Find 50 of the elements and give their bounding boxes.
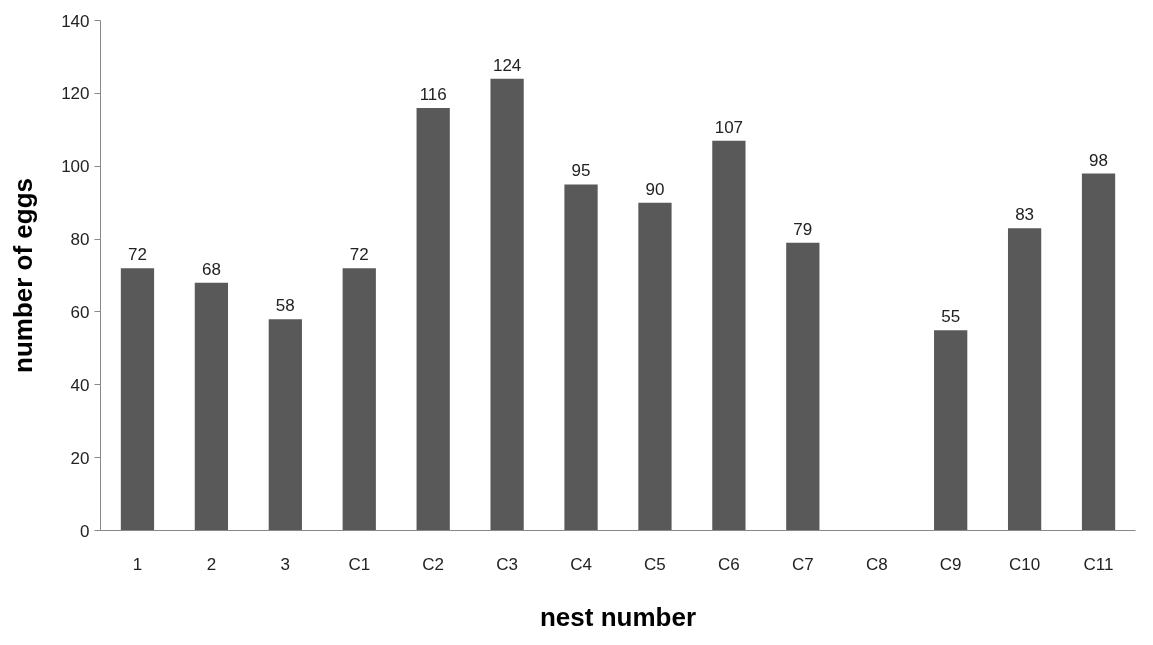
x-tick-label: C4 xyxy=(570,554,592,574)
y-tick-label: 40 xyxy=(70,375,90,395)
x-tick-label: C3 xyxy=(496,554,518,574)
data-label: 72 xyxy=(128,245,147,265)
y-tick-label: 60 xyxy=(70,302,90,322)
data-label: 116 xyxy=(419,84,447,104)
x-tick-label: C7 xyxy=(791,554,814,574)
x-tick-label: 1 xyxy=(132,554,143,574)
x-tick-label: C11 xyxy=(1083,554,1114,574)
bar xyxy=(786,242,820,531)
data-label: 58 xyxy=(275,296,295,316)
y-tick-label: 120 xyxy=(61,84,90,104)
x-tick-label: C9 xyxy=(939,554,962,574)
bar xyxy=(490,78,524,531)
y-tick-label: 140 xyxy=(61,11,90,31)
bar xyxy=(416,107,450,531)
x-tick-label: C8 xyxy=(865,554,888,574)
x-tick-label: C5 xyxy=(644,554,666,574)
bar xyxy=(268,319,302,531)
data-label: 72 xyxy=(349,245,369,265)
x-tick-label: 3 xyxy=(280,554,291,574)
x-tick-label: C2 xyxy=(422,554,445,574)
data-label: 55 xyxy=(941,307,961,327)
x-tick-label: C1 xyxy=(348,554,371,574)
data-label: 79 xyxy=(793,219,813,239)
data-label: 107 xyxy=(714,117,744,137)
x-tick-label: 2 xyxy=(206,554,217,574)
bar xyxy=(194,282,229,531)
x-tick-label: C6 xyxy=(718,554,740,574)
bar xyxy=(120,268,155,531)
y-tick-label: 20 xyxy=(70,448,90,468)
y-tick-label: 100 xyxy=(61,157,90,177)
data-label: 68 xyxy=(201,259,221,279)
bar xyxy=(638,202,672,531)
y-tick-label: 80 xyxy=(70,230,90,250)
y-tick-label: 0 xyxy=(80,521,90,541)
data-label: 90 xyxy=(645,179,665,199)
bar xyxy=(1081,173,1116,531)
data-label: 95 xyxy=(571,161,591,181)
x-tick-label: C10 xyxy=(1009,554,1041,574)
data-label: 83 xyxy=(1015,205,1035,225)
bar xyxy=(712,140,746,531)
data-label: 124 xyxy=(492,55,522,75)
data-label: 98 xyxy=(1089,150,1108,170)
bar xyxy=(342,268,376,531)
bar xyxy=(1007,228,1042,531)
x-axis-title: nest number xyxy=(539,601,697,632)
bar xyxy=(934,330,968,531)
y-axis-title: number of eggs xyxy=(8,177,39,374)
bar xyxy=(564,184,598,531)
